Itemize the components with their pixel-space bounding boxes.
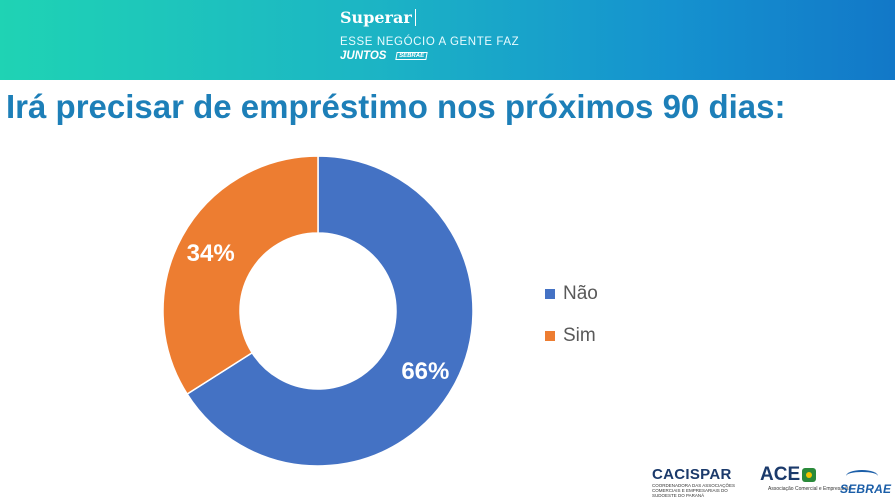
ace-logo: ACE Associação Comercial e Empresarial <box>760 464 850 492</box>
legend-label-sim: Sim <box>563 325 596 346</box>
legend-label-nao: Não <box>563 283 598 304</box>
brand-cursor-bar <box>414 9 416 26</box>
cacispar-tagline: COORDENADORA DAS ASSOCIAÇÕES COMERCIAIS … <box>652 483 736 498</box>
slice-nao <box>186 155 474 467</box>
sebrae-name: SEBRAE <box>840 482 892 496</box>
slice-sim <box>162 155 319 396</box>
sebrae-logo: SEBRAE <box>840 470 891 496</box>
legend-swatch-sim <box>545 331 555 341</box>
cacispar-name: CACISPAR <box>652 466 732 483</box>
brand-slogan: ESSE NEGÓCIO A GENTE FAZ <box>340 36 520 48</box>
brand-juntos: JUNTOS <box>340 50 387 62</box>
header-banner: Superar ESSE NEGÓCIO A GENTE FAZ JUNTOS … <box>0 0 895 80</box>
legend-item-nao: Não <box>545 282 598 306</box>
ace-emblem-icon <box>802 468 817 482</box>
sebrae-arc-icon <box>846 470 878 482</box>
brand-name: Superar <box>340 8 412 27</box>
chart-legend: Não Sim <box>545 282 598 366</box>
data-label-sim: 34% <box>187 240 235 267</box>
legend-swatch-nao <box>545 289 555 299</box>
superar-logo: Superar ESSE NEGÓCIO A GENTE FAZ JUNTOS … <box>340 8 519 62</box>
legend-item-sim: Sim <box>545 324 598 348</box>
cacispar-logo: CACISPAR COORDENADORA DAS ASSOCIAÇÕES CO… <box>652 466 744 498</box>
chart-title: Irá precisar de empréstimo nos próximos … <box>6 88 786 125</box>
data-label-nao: 66% <box>401 358 449 385</box>
ace-tagline: Associação Comercial e Empresarial <box>768 486 850 492</box>
ace-name: ACE <box>760 464 801 485</box>
